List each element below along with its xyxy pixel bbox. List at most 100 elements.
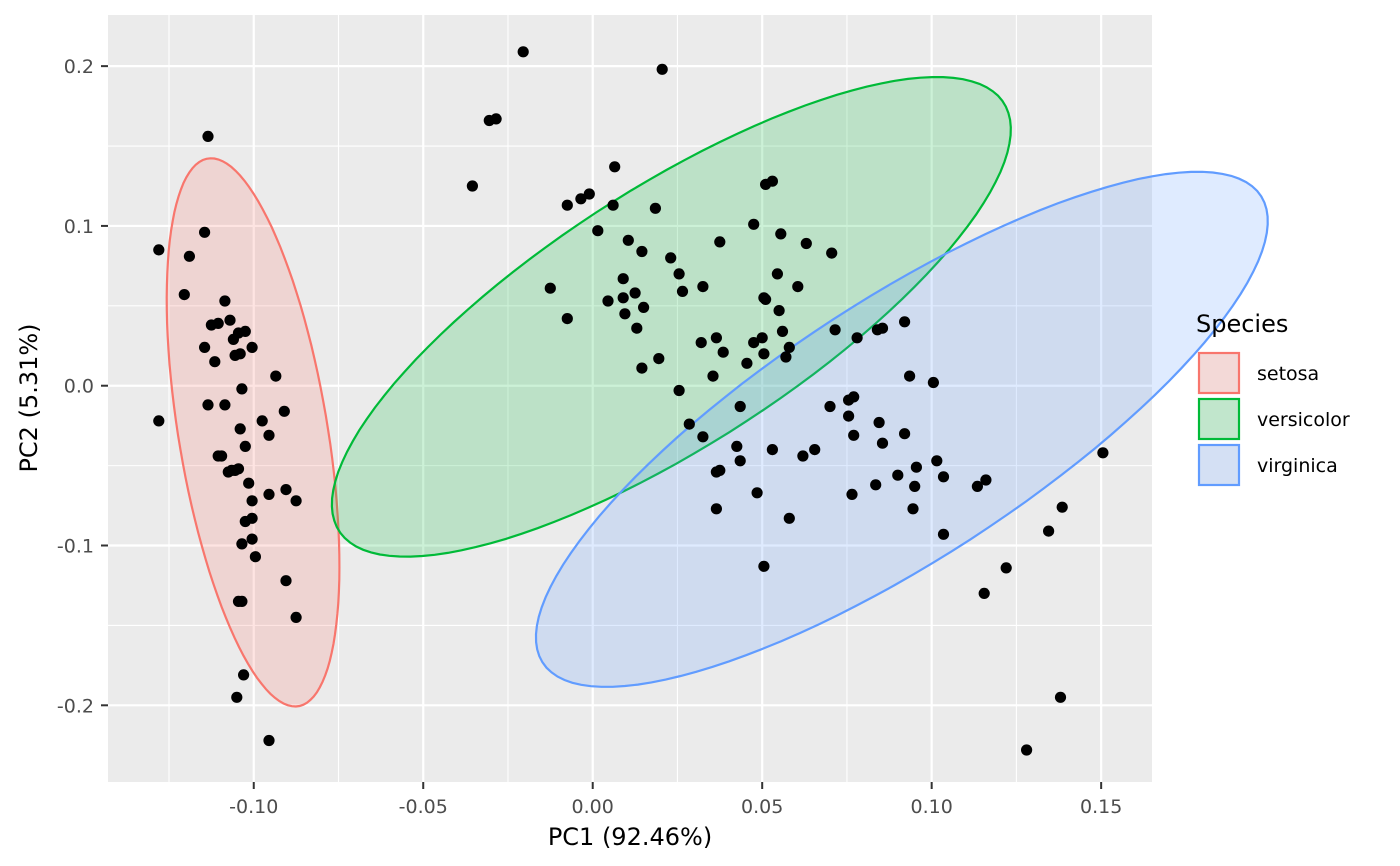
point-versicolor xyxy=(683,418,695,430)
x-tick-label: 0.05 xyxy=(741,796,783,818)
point-virginica xyxy=(937,528,950,540)
point-setosa xyxy=(246,341,258,353)
point-setosa xyxy=(178,289,190,301)
point-virginica xyxy=(829,324,841,336)
point-virginica xyxy=(937,471,950,483)
point-versicolor xyxy=(617,273,629,285)
point-versicolor xyxy=(734,455,746,467)
point-setosa xyxy=(246,533,258,545)
point-setosa xyxy=(234,423,246,435)
point-virginica xyxy=(910,461,923,473)
legend-swatch-setosa xyxy=(1197,351,1241,395)
point-versicolor xyxy=(748,337,760,349)
point-setosa xyxy=(270,370,282,382)
point-virginica xyxy=(876,322,889,334)
point-virginica xyxy=(848,429,860,441)
point-setosa xyxy=(249,551,261,563)
point-setosa xyxy=(219,295,231,307)
x-tick-label: -0.10 xyxy=(229,796,278,818)
point-versicolor xyxy=(751,487,763,499)
point-virginica xyxy=(773,305,785,317)
point-virginica xyxy=(1054,691,1067,703)
point-versicolor xyxy=(517,46,529,58)
point-versicolor xyxy=(783,512,795,524)
point-setosa xyxy=(280,575,292,587)
point-virginica xyxy=(931,455,943,467)
point-versicolor xyxy=(490,113,502,125)
y-tick-label: 0.1 xyxy=(64,216,94,238)
point-setosa xyxy=(236,538,248,550)
point-versicolor xyxy=(607,199,619,211)
point-virginica xyxy=(758,292,770,304)
legend-key-background xyxy=(1198,398,1240,440)
legend-title: Species xyxy=(1196,310,1288,338)
point-setosa xyxy=(202,130,214,142)
x-tick-label: 0.00 xyxy=(572,796,614,818)
x-axis-ticks: -0.10 -0.05 0.00 0.05 0.10 0.15 xyxy=(229,782,1122,818)
point-versicolor xyxy=(714,464,726,476)
point-versicolor xyxy=(629,287,641,299)
point-virginica xyxy=(1056,501,1068,513)
point-versicolor xyxy=(717,346,729,358)
point-virginica xyxy=(775,228,787,240)
point-virginica xyxy=(771,268,784,280)
point-setosa xyxy=(246,495,258,507)
y-tick-label: -0.1 xyxy=(57,536,94,558)
point-virginica xyxy=(899,428,911,440)
legend-key-background xyxy=(1198,352,1240,394)
point-versicolor xyxy=(734,400,746,413)
point-versicolor xyxy=(673,384,685,397)
point-versicolor xyxy=(583,188,595,200)
point-setosa xyxy=(234,348,246,360)
point-setosa xyxy=(216,450,228,462)
y-axis-ticks: 0.2 0.1 0.0 -0.1 -0.2 xyxy=(57,56,108,717)
x-tick-label: 0.15 xyxy=(1080,796,1122,818)
point-setosa xyxy=(199,341,211,353)
point-setosa xyxy=(239,440,251,452)
legend-label-versicolor: versicolor xyxy=(1257,409,1350,431)
ellipse-setosa xyxy=(165,157,341,708)
y-tick-label: -0.2 xyxy=(57,695,94,717)
point-versicolor xyxy=(697,431,709,443)
point-virginica xyxy=(1021,744,1033,756)
x-tick-label: -0.05 xyxy=(399,796,448,818)
point-virginica xyxy=(873,416,885,429)
point-versicolor xyxy=(731,440,743,452)
point-versicolor xyxy=(544,282,556,294)
point-setosa xyxy=(183,250,195,262)
point-setosa xyxy=(153,415,165,427)
point-setosa xyxy=(278,405,290,417)
point-versicolor xyxy=(707,370,719,382)
point-setosa xyxy=(236,383,248,395)
legend-keys: setosa versicolor virginica xyxy=(1197,351,1350,487)
x-tick-label: 0.10 xyxy=(911,796,953,818)
point-versicolor xyxy=(602,295,614,307)
legend-swatch-virginica xyxy=(1197,443,1241,487)
legend-label-setosa: setosa xyxy=(1257,363,1319,385)
point-setosa xyxy=(238,669,250,681)
point-setosa xyxy=(209,356,221,368)
point-versicolor xyxy=(656,63,668,75)
point-virginica xyxy=(1000,562,1012,574)
point-virginica xyxy=(824,400,836,413)
point-virginica xyxy=(792,281,804,293)
point-setosa xyxy=(290,611,302,624)
point-virginica xyxy=(748,218,760,230)
point-setosa xyxy=(239,325,251,337)
point-virginica xyxy=(1097,447,1109,459)
point-virginica xyxy=(826,247,838,259)
point-virginica xyxy=(848,391,860,403)
point-virginica xyxy=(971,480,984,492)
point-setosa xyxy=(263,488,275,500)
point-versicolor xyxy=(676,285,689,297)
legend-key-background xyxy=(1198,444,1240,486)
point-virginica xyxy=(904,370,916,382)
point-virginica xyxy=(809,444,821,456)
point-virginica xyxy=(697,281,709,293)
y-tick-label: 0.2 xyxy=(64,56,94,78)
point-virginica xyxy=(876,437,889,449)
legend-swatch-versicolor xyxy=(1197,397,1241,441)
point-virginica xyxy=(846,488,858,500)
point-versicolor xyxy=(653,353,665,365)
point-versicolor xyxy=(466,180,478,192)
